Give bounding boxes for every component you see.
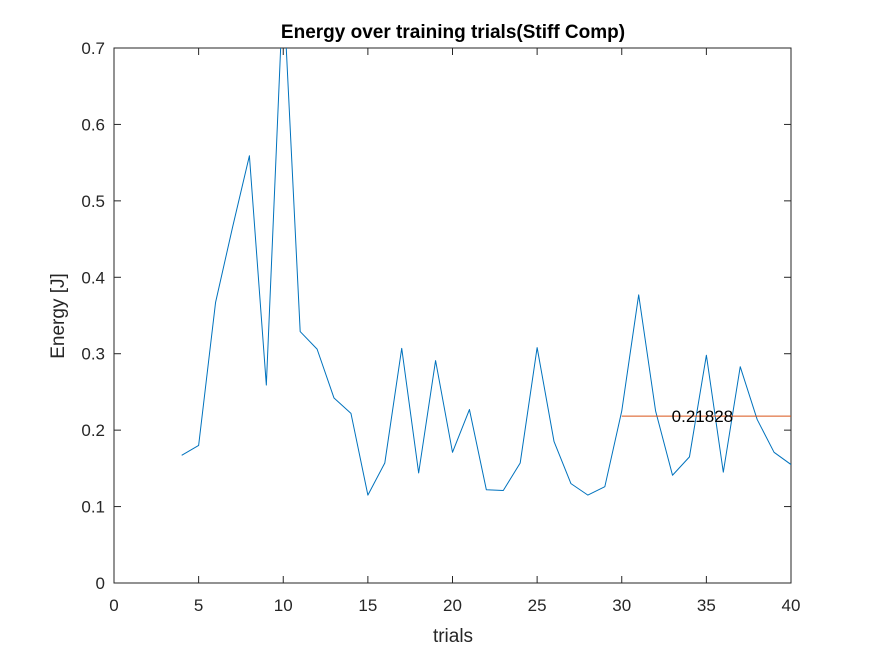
x-tick-label: 20 — [443, 596, 462, 615]
y-tick-label: 0.4 — [81, 268, 105, 287]
y-tick-label: 0 — [96, 574, 105, 593]
x-tick-label: 35 — [697, 596, 716, 615]
x-tick-label: 30 — [612, 596, 631, 615]
x-tick-label: 5 — [194, 596, 203, 615]
y-tick-label: 0.1 — [81, 498, 105, 517]
mean-value-label: 0.21828 — [672, 407, 733, 426]
x-tick-label: 0 — [109, 596, 118, 615]
y-axis: 0 0.1 0.2 0.3 0.4 0.5 0.6 0.7 — [81, 39, 791, 593]
y-tick-label: 0.6 — [81, 115, 105, 134]
chart-title: Energy over training trials(Stiff Comp) — [281, 22, 625, 43]
reference-layer: 0.21828 — [621, 407, 791, 426]
y-tick-label: 0.7 — [81, 39, 105, 58]
y-tick-label: 0.2 — [81, 421, 105, 440]
x-tick-label: 25 — [528, 596, 547, 615]
y-axis-label: Energy [J] — [48, 273, 69, 359]
x-tick-label: 15 — [358, 596, 377, 615]
plot-area: 0.21828 — [113, 47, 792, 584]
y-tick-label: 0.3 — [81, 345, 105, 364]
x-axis-label: trials — [433, 626, 473, 647]
x-tick-label: 40 — [782, 596, 801, 615]
y-tick-label: 0.5 — [81, 192, 105, 211]
x-axis: 0 5 10 15 20 25 30 35 40 — [109, 48, 800, 615]
x-tick-label: 10 — [274, 596, 293, 615]
axes-box — [113, 47, 792, 584]
energy-series-line — [181, 48, 791, 496]
series-layer — [181, 48, 791, 496]
